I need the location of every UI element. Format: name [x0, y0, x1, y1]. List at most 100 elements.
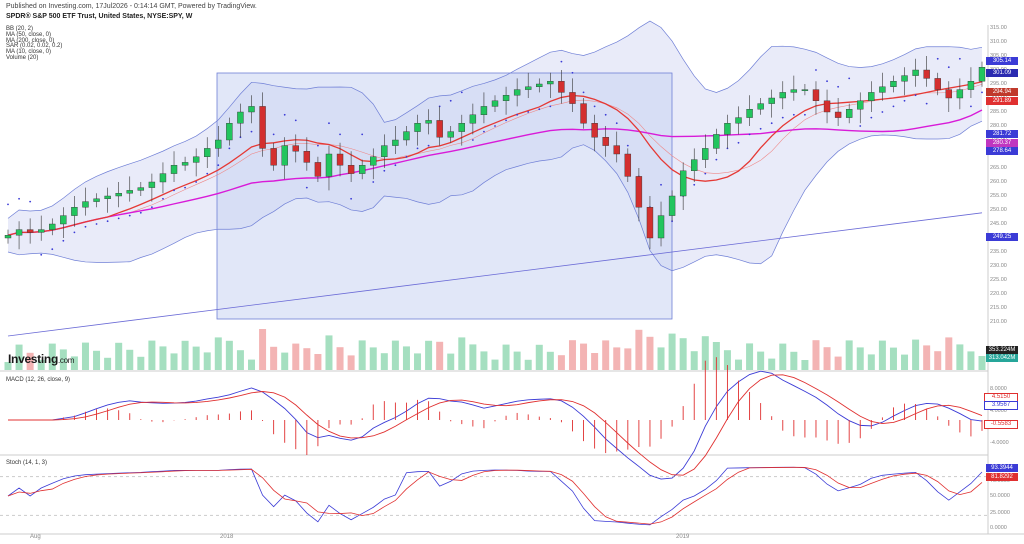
candle[interactable]: [358, 164, 366, 174]
candle[interactable]: [325, 153, 333, 177]
candle[interactable]: [49, 223, 56, 230]
candle[interactable]: [923, 69, 930, 79]
volume-bar: [281, 352, 289, 370]
candle[interactable]: [181, 162, 189, 166]
candle[interactable]: [735, 117, 742, 124]
candle[interactable]: [4, 234, 12, 239]
candle[interactable]: [414, 122, 421, 132]
candle[interactable]: [126, 190, 133, 194]
candle[interactable]: [901, 75, 908, 82]
price-tick: 285.00: [990, 109, 1007, 115]
candle[interactable]: [303, 150, 311, 163]
candle[interactable]: [945, 89, 952, 99]
candle[interactable]: [392, 139, 399, 146]
candle[interactable]: [381, 145, 388, 158]
candle[interactable]: [569, 92, 576, 104]
candle[interactable]: [292, 145, 299, 152]
candle[interactable]: [480, 106, 488, 116]
candle[interactable]: [790, 89, 798, 93]
candle[interactable]: [657, 215, 665, 239]
candle[interactable]: [26, 229, 34, 233]
candle[interactable]: [823, 100, 831, 113]
candle[interactable]: [635, 176, 643, 208]
candle[interactable]: [71, 206, 78, 216]
candle[interactable]: [536, 83, 543, 87]
candle[interactable]: [104, 195, 111, 199]
candle[interactable]: [403, 131, 410, 141]
candle[interactable]: [912, 69, 919, 76]
candle[interactable]: [713, 134, 720, 149]
candle[interactable]: [879, 86, 886, 93]
candle[interactable]: [757, 103, 764, 110]
candle[interactable]: [148, 181, 156, 188]
candle[interactable]: [82, 201, 89, 208]
volume-bar: [746, 343, 754, 370]
candle[interactable]: [370, 156, 377, 166]
candle[interactable]: [192, 156, 200, 163]
candle[interactable]: [447, 131, 454, 138]
candle[interactable]: [547, 80, 554, 85]
candle[interactable]: [724, 122, 731, 135]
candle[interactable]: [525, 86, 532, 90]
candle[interactable]: [779, 92, 786, 99]
candle[interactable]: [336, 153, 344, 166]
candle[interactable]: [834, 111, 842, 118]
candle[interactable]: [347, 164, 355, 174]
candle[interactable]: [491, 100, 499, 107]
candle[interactable]: [15, 229, 23, 236]
candle[interactable]: [458, 122, 465, 132]
candle[interactable]: [967, 80, 975, 90]
candle[interactable]: [613, 145, 620, 155]
candle[interactable]: [159, 173, 167, 183]
sar-dot: [737, 141, 740, 144]
candle[interactable]: [137, 187, 145, 191]
candle[interactable]: [60, 215, 67, 225]
candle[interactable]: [436, 120, 443, 138]
candle[interactable]: [845, 108, 853, 118]
candle[interactable]: [890, 80, 897, 87]
candle[interactable]: [868, 92, 875, 102]
candle[interactable]: [248, 106, 255, 113]
candle[interactable]: [93, 198, 100, 202]
candle[interactable]: [768, 97, 775, 104]
candle[interactable]: [558, 80, 565, 93]
candle[interactable]: [934, 78, 941, 90]
candle[interactable]: [679, 170, 687, 197]
candle[interactable]: [857, 100, 864, 110]
candle[interactable]: [38, 229, 45, 233]
candle[interactable]: [204, 148, 211, 157]
candle[interactable]: [226, 122, 233, 141]
candle[interactable]: [691, 159, 698, 172]
candle[interactable]: [513, 89, 521, 96]
candle[interactable]: [281, 145, 288, 166]
sar-dot: [18, 197, 20, 200]
candle[interactable]: [469, 114, 477, 124]
candle[interactable]: [702, 148, 709, 160]
sar-dot: [394, 164, 397, 167]
candle[interactable]: [812, 89, 820, 101]
candle[interactable]: [602, 136, 609, 146]
candle[interactable]: [646, 206, 654, 239]
volume-bar: [934, 351, 942, 370]
candle[interactable]: [237, 111, 244, 124]
candle[interactable]: [668, 195, 676, 216]
candle[interactable]: [215, 139, 222, 149]
candle[interactable]: [956, 89, 964, 99]
candle[interactable]: [591, 122, 598, 138]
candle[interactable]: [978, 66, 986, 82]
sar-dot: [804, 113, 806, 116]
bb-upper-line: [7, 20, 983, 219]
candle[interactable]: [170, 164, 178, 174]
candle[interactable]: [502, 94, 510, 101]
candle[interactable]: [314, 162, 322, 177]
candle[interactable]: [624, 153, 632, 177]
candle[interactable]: [801, 89, 809, 91]
candle[interactable]: [259, 106, 266, 149]
candle[interactable]: [746, 108, 753, 118]
sar-dot: [571, 71, 574, 74]
candle[interactable]: [425, 120, 432, 124]
candle[interactable]: [270, 148, 277, 166]
candle[interactable]: [580, 103, 587, 124]
candle[interactable]: [115, 192, 122, 197]
